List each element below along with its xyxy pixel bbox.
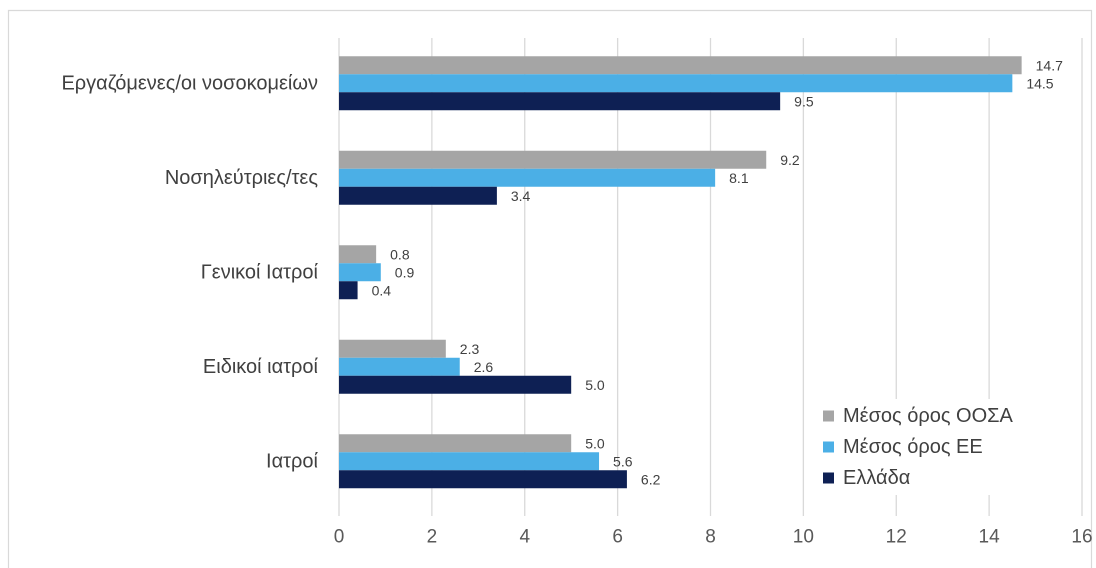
bar — [339, 74, 1013, 93]
x-tick-label: 8 — [705, 527, 716, 548]
bar — [339, 434, 572, 453]
bar — [339, 150, 767, 169]
x-axis-tick-labels: 0 2 4 6 8 10 12 14 16 — [334, 527, 1093, 548]
x-tick-label: 4 — [519, 527, 530, 548]
x-tick-label: 14 — [979, 527, 1001, 548]
data-label: 6.2 — [641, 471, 661, 487]
legend-swatch — [823, 472, 834, 484]
bar — [339, 452, 600, 471]
category-label: Ιατροί — [266, 450, 319, 472]
x-tick-label: 10 — [793, 527, 814, 548]
legend-label: Μέσος όρος ΕΕ — [843, 436, 983, 458]
legend-swatch — [823, 441, 834, 453]
bar — [339, 281, 358, 300]
x-tick-label: 2 — [427, 527, 438, 548]
bar — [339, 245, 377, 264]
data-label: 3.4 — [511, 188, 531, 204]
bar — [339, 470, 627, 489]
data-label: 14.5 — [1026, 75, 1053, 91]
data-label: 5.6 — [613, 453, 633, 469]
legend-background — [814, 399, 1040, 495]
data-label: 2.6 — [474, 359, 494, 375]
category-axis-labels: Εργαζόμενες/οι νοσοκομείων Νοσηλεύτριες/τ… — [61, 72, 318, 472]
bar — [339, 168, 716, 187]
chart-border — [7, 9, 1093, 568]
bars — [339, 56, 1022, 489]
data-labels: 14.7 14.5 9.5 9.2 8.1 3.4 0.8 0.90.4 2.3 2.6 5.0 5.… — [372, 57, 1064, 487]
gridlines — [338, 38, 1083, 516]
category-label: Εργαζόμενες/οι νοσοκομείων — [61, 72, 318, 94]
data-label: 5.0 — [585, 435, 605, 451]
data-label: 5.0 — [585, 377, 605, 393]
legend-label: Ελλάδα — [843, 467, 910, 489]
bar — [339, 375, 572, 394]
x-tick-label: 16 — [1071, 527, 1092, 548]
bar — [339, 56, 1022, 75]
category-label: Γενικοί Ιατροί — [201, 261, 319, 283]
legend-label: Μέσος όρος ΟΟΣΑ — [843, 405, 1014, 427]
category-label: Ειδικοί ιατροί — [203, 356, 319, 378]
category-label: Νοσηλεύτριες/τες — [165, 167, 319, 189]
data-label: 2.3 — [460, 341, 480, 357]
bar — [339, 263, 381, 282]
legend-swatch — [823, 410, 834, 422]
data-label: 14.7 — [1036, 57, 1063, 73]
legend: Μέσος όρος ΟΟΣΑ Μέσος όρος ΕΕ Ελλάδα — [814, 399, 1040, 495]
bar — [339, 339, 446, 358]
data-label: 0.4 — [372, 282, 392, 298]
x-tick-label: 12 — [886, 527, 907, 548]
data-label: 9.2 — [780, 152, 800, 168]
x-tick-label: 6 — [612, 527, 623, 548]
data-label: 0.9 — [395, 264, 415, 280]
bar — [339, 186, 497, 205]
data-label: 9.5 — [794, 93, 814, 109]
bar — [339, 92, 781, 111]
data-label: 0.8 — [390, 246, 410, 262]
bar — [339, 357, 460, 376]
data-label: 8.1 — [729, 170, 749, 186]
x-tick-label: 0 — [334, 527, 345, 548]
